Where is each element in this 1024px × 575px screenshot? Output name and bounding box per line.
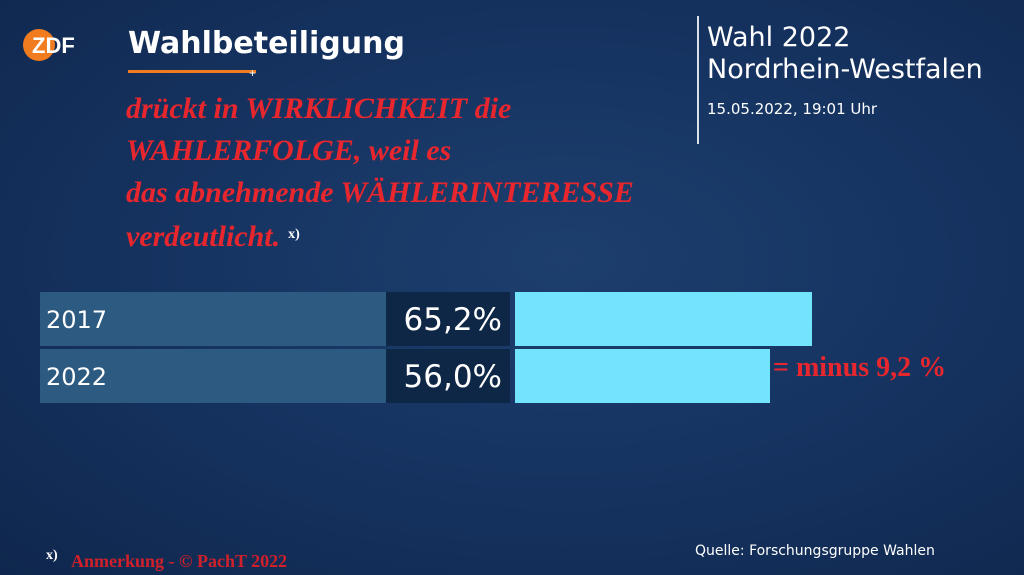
svg-text:ZDF: ZDF xyxy=(32,33,75,58)
annotation-line: WAHLERFOLGE, weil es xyxy=(126,134,452,167)
election-datetime: 15.05.2022, 19:01 Uhr xyxy=(707,100,878,118)
annotation-overlay: drückt in WIRKLICHKEIT die WAHLERFOLGE, … xyxy=(126,88,634,258)
annotation-line: drückt in WIRKLICHKEIT die xyxy=(126,92,512,125)
value-cell: 65,2% xyxy=(386,292,510,346)
bar-2017 xyxy=(515,292,812,346)
election-title: Wahl 2022 Nordrhein-Westfalen xyxy=(707,22,983,86)
value-label: 56,0% xyxy=(403,359,502,395)
annotation-line-text: verdeutlicht. xyxy=(126,220,281,253)
election-region: Nordrhein-Westfalen xyxy=(707,54,983,85)
value-cell: 56,0% xyxy=(386,349,510,403)
category-label: 2022 xyxy=(46,363,108,391)
header-divider xyxy=(697,16,699,144)
source-label: Quelle: Forschungsgruppe Wahlen xyxy=(695,543,935,559)
footnote-marker: x) xyxy=(46,548,58,563)
year-cell: 2022 xyxy=(40,349,386,403)
annotation-line: verdeutlicht. x) xyxy=(126,214,634,258)
value-label: 65,2% xyxy=(403,302,502,338)
category-label: 2017 xyxy=(46,306,108,334)
page-title: Wahlbeteiligung xyxy=(128,26,405,61)
zdf-logo: ZDF xyxy=(23,29,75,61)
annotation-line: das abnehmende WÄHLERINTERESSE xyxy=(126,176,634,209)
election-name: Wahl 2022 xyxy=(707,22,851,53)
title-underline xyxy=(128,70,256,73)
year-cell: 2017 xyxy=(40,292,386,346)
copyright-note: Anmerkung - © PachT 2022 xyxy=(71,551,288,571)
difference-label: = minus 9,2 % xyxy=(773,352,947,383)
bar-2022 xyxy=(515,349,770,403)
annotation-marker: x) xyxy=(288,227,300,242)
plus-mark: + xyxy=(249,66,257,80)
